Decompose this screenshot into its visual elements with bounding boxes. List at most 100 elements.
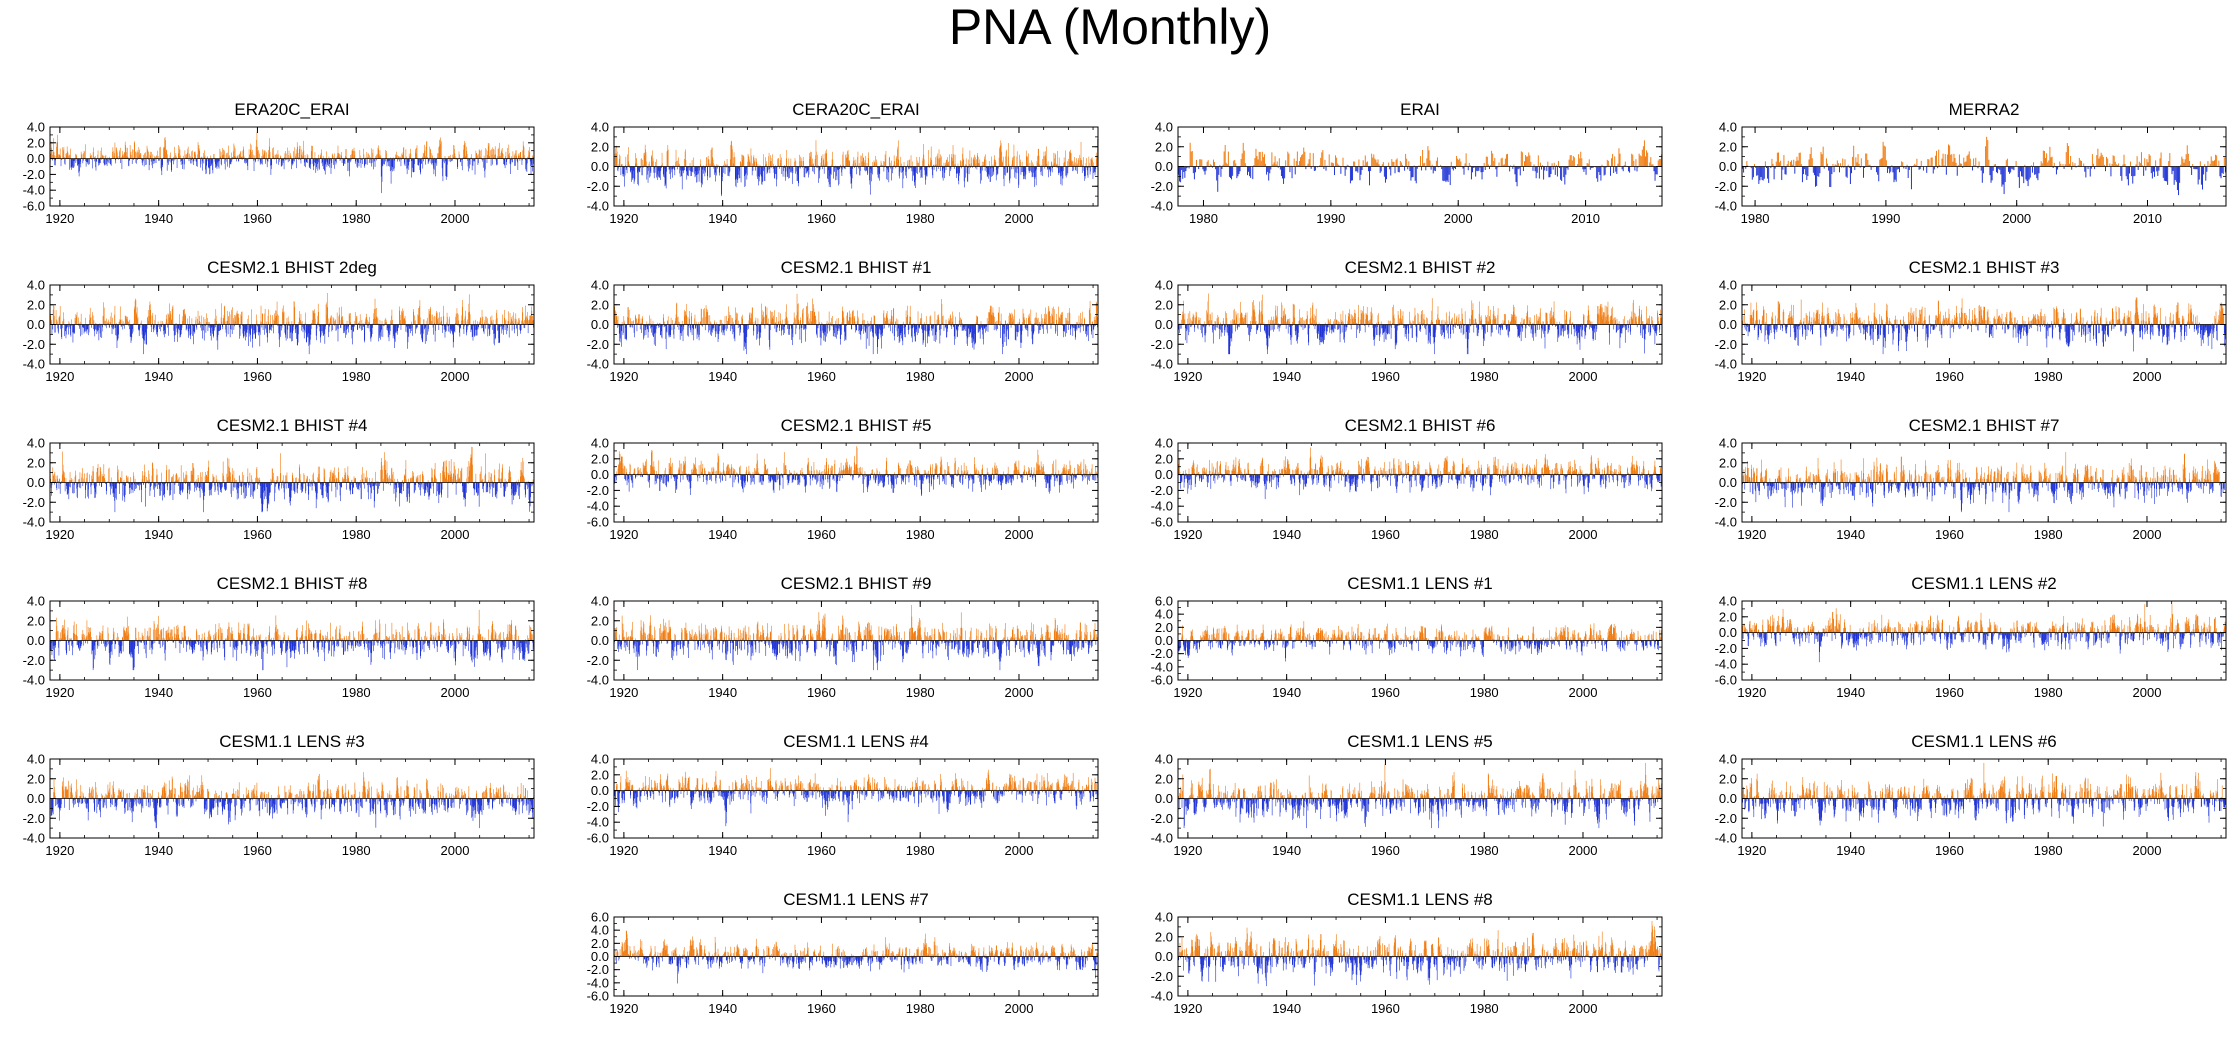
bar [1839,167,1840,173]
bar [691,325,692,333]
bar [1810,154,1811,167]
bar [1558,161,1559,167]
bar [1336,158,1337,167]
bar [334,321,335,324]
bar [2218,161,2219,167]
bar [687,325,688,336]
bar [475,159,476,175]
bar [1487,157,1488,167]
bar [528,325,529,334]
bar [470,314,471,324]
bar [146,159,147,165]
bar [1026,167,1027,175]
bar [494,150,495,159]
bar [234,325,235,330]
bar [1560,167,1561,180]
bar [2003,167,2004,185]
bar [2201,167,2202,185]
bar [405,159,406,166]
bar [99,159,100,163]
bar [1758,167,1759,184]
bar [437,153,438,158]
bar [2130,162,2131,167]
bar [2158,167,2159,171]
bar-series [1178,140,1662,191]
bar [2164,167,2165,181]
bar [1226,163,1227,167]
bar [1448,167,1449,183]
bar [353,325,354,332]
bar [183,159,184,165]
bar [1447,167,1448,181]
bar [970,151,971,167]
bar [691,167,692,176]
bar [1215,167,1216,170]
bar [1889,167,1890,174]
bar [364,325,365,341]
bar [1561,167,1562,181]
bar [1431,167,1432,170]
bar [618,316,619,324]
bar [238,155,239,159]
bar [1657,167,1658,175]
y-tick-label: -2.0 [1151,179,1173,194]
bar [513,151,514,158]
bar [786,150,787,167]
bar [1631,154,1632,167]
bar [374,159,375,162]
bar [1658,160,1659,166]
bar [1381,167,1382,172]
bar [353,151,354,159]
bar [1416,167,1417,184]
bar [1430,160,1431,166]
y-tick-label: 4.0 [27,120,45,135]
bar [752,167,753,176]
bar [1580,152,1581,167]
bar [495,325,496,338]
bar [122,159,123,170]
bar [1230,167,1231,178]
bar [1269,167,1270,174]
bar [901,167,902,173]
bar [2137,156,2138,166]
bar [131,155,132,158]
bar [1352,167,1353,181]
bar [951,167,952,170]
bar [195,154,196,158]
bar [2030,167,2031,178]
bar [1217,167,1218,192]
bar [1767,167,1768,179]
bar [1343,158,1344,167]
bar [1340,167,1341,174]
y-tick-label: 2.0 [591,139,609,154]
bar [1428,150,1429,166]
bar [1858,154,1859,166]
bar [293,159,294,164]
bar [179,314,180,324]
bar [360,155,361,158]
bar [362,159,363,164]
bar [474,321,475,325]
x-tick-label: 2000 [1005,211,1034,226]
bar [1991,167,1992,183]
bar [64,147,65,159]
bar [1183,167,1184,172]
bar [1948,144,1949,166]
y-tick-label: -4.0 [23,183,45,198]
bar [280,325,281,337]
bar [69,155,70,159]
bar [1779,162,1780,166]
bar [1422,150,1423,167]
bar [1541,167,1542,170]
bar [1921,161,1922,167]
bar [693,325,694,341]
bar [905,167,906,176]
bar [1333,163,1334,166]
bar [1434,167,1435,171]
x-tick-label: 1940 [144,211,173,226]
bar [242,312,243,325]
bar [516,156,517,159]
bar [1578,154,1579,166]
bar [1927,159,1928,166]
bar [332,325,333,331]
